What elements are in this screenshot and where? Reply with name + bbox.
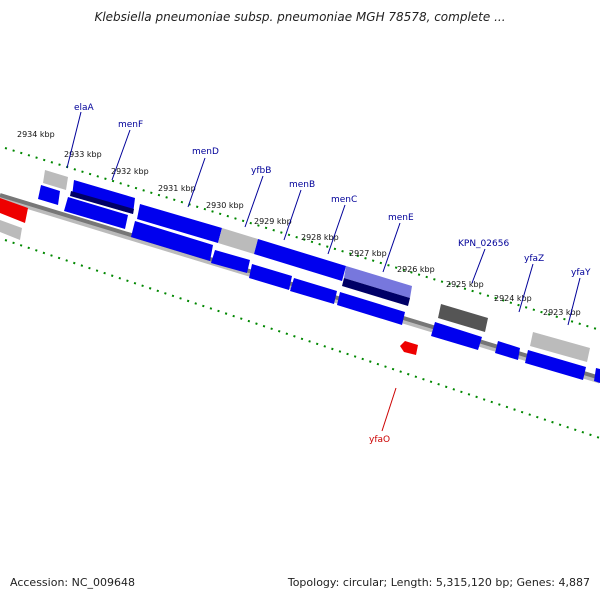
genome-summary-text: Topology: circular; Length: 5,315,120 bp… bbox=[287, 576, 590, 589]
scale-tick-label: 2924 kbp bbox=[494, 294, 532, 303]
leader-line bbox=[518, 263, 534, 313]
gene-labels: elaA menF menD yfbB menB menC menE KPN_0… bbox=[74, 103, 591, 445]
gene-label-leaders bbox=[66, 111, 581, 432]
gene-feature[interactable] bbox=[530, 332, 590, 362]
gene-feature[interactable] bbox=[70, 191, 134, 214]
gene-feature[interactable] bbox=[438, 304, 488, 332]
leader-line bbox=[381, 387, 397, 432]
scale-tick-label: 2928 kbp bbox=[301, 233, 339, 242]
gene-feature[interactable] bbox=[0, 198, 28, 223]
gene-label-menC[interactable]: menC bbox=[331, 195, 357, 205]
gene-label-menD[interactable]: menD bbox=[192, 147, 219, 157]
gene-feature[interactable] bbox=[218, 228, 258, 254]
gene-feature[interactable] bbox=[342, 278, 410, 306]
gene-label-elaA[interactable]: elaA bbox=[74, 103, 95, 113]
gene-label-kpn-02656[interactable]: KPN_02656 bbox=[458, 239, 509, 249]
scale-tick-label: 2930 kbp bbox=[206, 201, 244, 210]
gene-feature[interactable] bbox=[0, 220, 22, 240]
gene-label-menB[interactable]: menB bbox=[289, 180, 315, 190]
accession-text: Accession: NC_009648 bbox=[10, 576, 136, 589]
leader-line bbox=[283, 189, 302, 241]
gene-feature[interactable] bbox=[131, 221, 213, 261]
gene-feature[interactable] bbox=[38, 185, 60, 205]
gene-feature[interactable] bbox=[337, 292, 405, 325]
scale-tick-label: 2929 kbp bbox=[254, 217, 292, 226]
leader-line bbox=[111, 129, 131, 181]
scale-tick-label: 2926 kbp bbox=[397, 265, 435, 274]
gene-feature[interactable] bbox=[290, 278, 337, 304]
leader-line bbox=[327, 204, 346, 255]
gene-feature[interactable] bbox=[525, 350, 586, 380]
gene-label-menF[interactable]: menF bbox=[118, 120, 143, 130]
leader-line bbox=[567, 277, 581, 326]
gene-feature[interactable] bbox=[344, 266, 412, 298]
gene-feature[interactable] bbox=[254, 239, 346, 281]
gene-feature[interactable] bbox=[431, 322, 482, 350]
gene-feature[interactable] bbox=[495, 341, 520, 360]
gene-feature[interactable] bbox=[137, 204, 222, 243]
leader-line bbox=[187, 157, 206, 208]
gene-label-yfbB[interactable]: yfbB bbox=[251, 166, 271, 176]
scale-tick-label: 2933 kbp bbox=[64, 150, 102, 159]
scale-tick-label: 2931 kbp bbox=[158, 184, 196, 193]
leader-line bbox=[244, 175, 264, 228]
gene-label-menE[interactable]: menE bbox=[388, 213, 414, 223]
map-title: Klebsiella pneumoniae subsp. pneumoniae … bbox=[94, 10, 506, 24]
gene-label-yfaY[interactable]: yfaY bbox=[571, 268, 591, 278]
scale-tick-label: 2927 kbp bbox=[349, 249, 387, 258]
gene-label-yfaZ[interactable]: yfaZ bbox=[524, 254, 544, 264]
gene-feature[interactable] bbox=[211, 250, 250, 273]
leader-line bbox=[382, 222, 401, 273]
lower-tick-ring bbox=[4, 239, 600, 439]
scale-tick-label: 2934 kbp bbox=[17, 130, 55, 139]
leader-line bbox=[471, 248, 486, 284]
scale-tick-label: 2925 kbp bbox=[446, 280, 484, 289]
leader-line bbox=[66, 111, 82, 169]
gene-feature[interactable] bbox=[249, 264, 292, 290]
gene-feature[interactable] bbox=[43, 170, 68, 190]
gene-feature[interactable] bbox=[594, 368, 600, 383]
scale-tick-labels: 2934 kbp 2933 kbp 2932 kbp 2931 kbp 2930… bbox=[17, 130, 581, 317]
scale-tick-label: 2923 kbp bbox=[543, 308, 581, 317]
gene-feature-yfaO[interactable] bbox=[400, 341, 418, 355]
gene-feature[interactable] bbox=[64, 197, 128, 229]
gene-label-yfaO[interactable]: yfaO bbox=[369, 435, 390, 445]
scale-tick-label: 2932 kbp bbox=[111, 167, 149, 176]
